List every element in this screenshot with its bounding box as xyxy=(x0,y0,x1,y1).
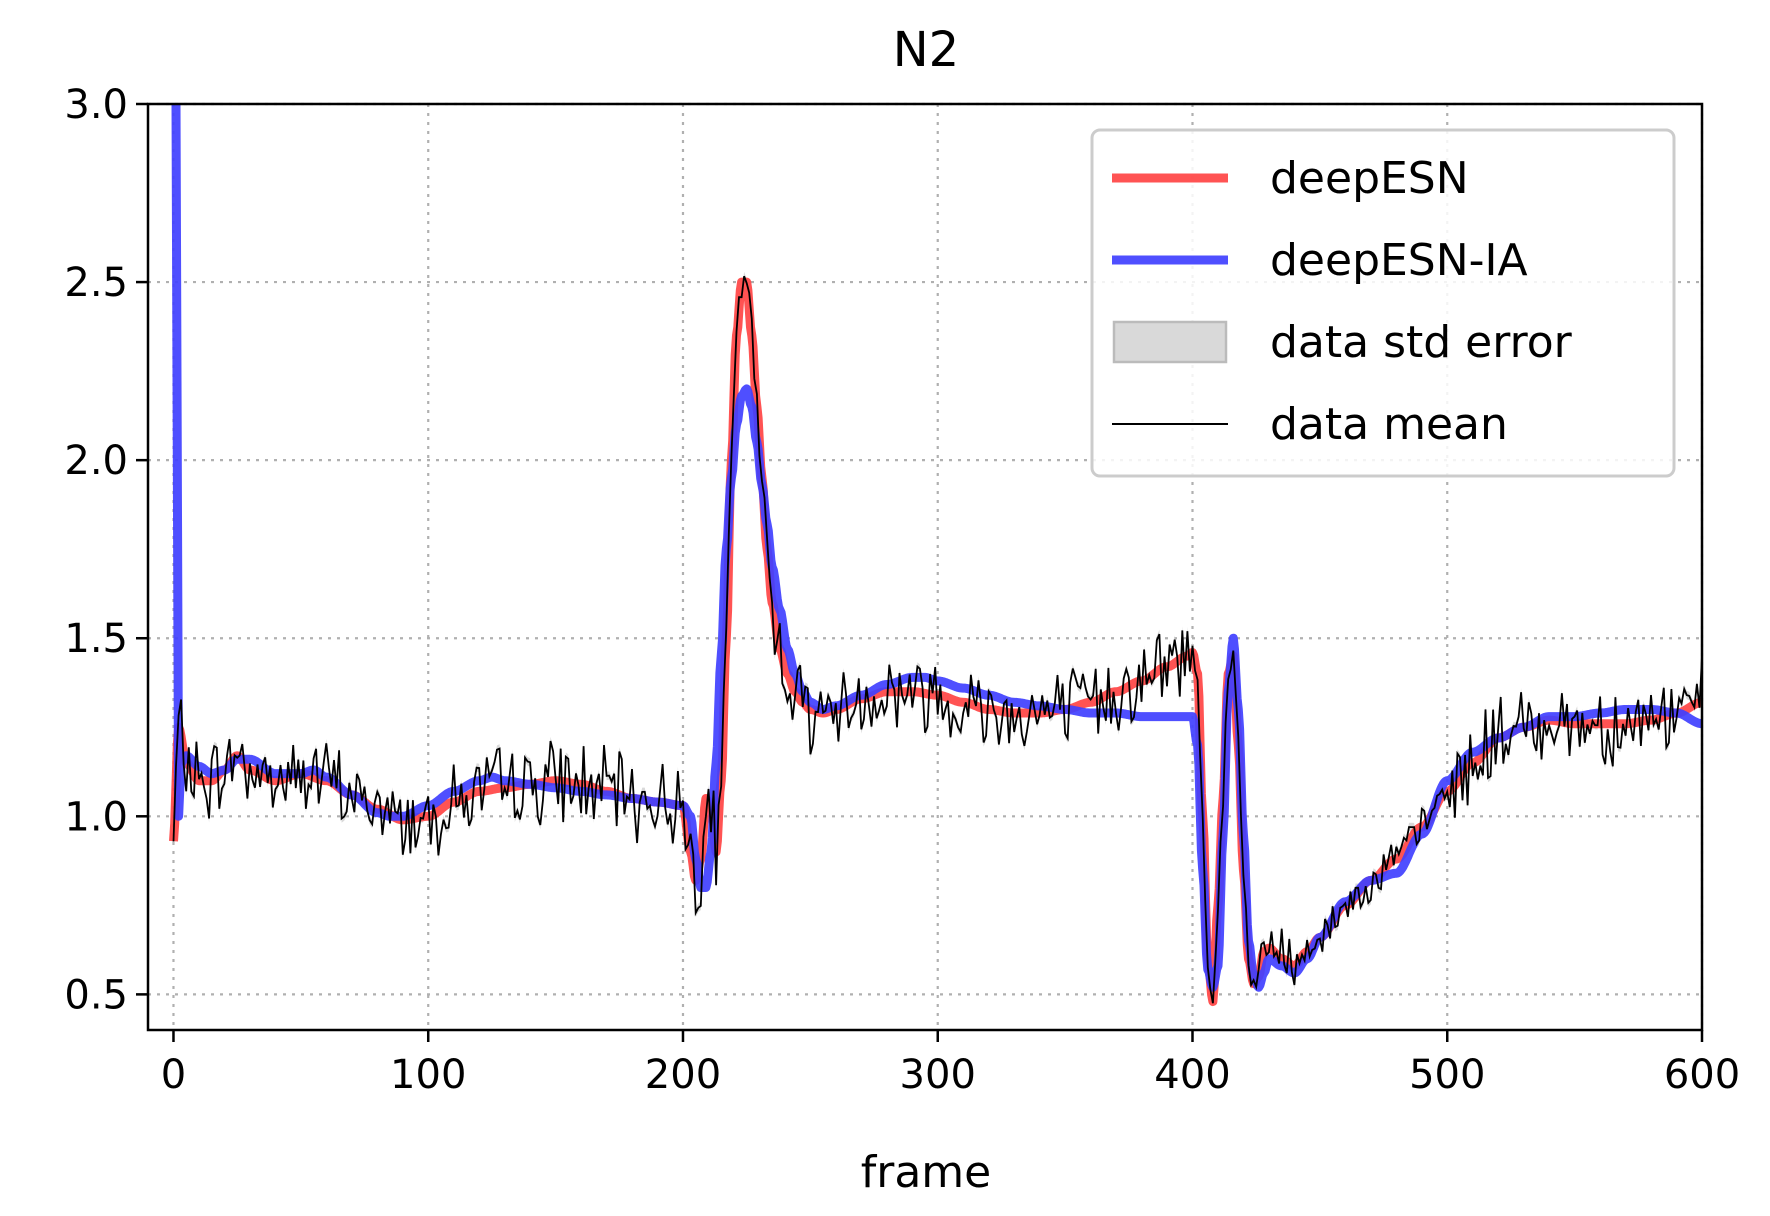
legend: deepESN deepESN-IA data std error data mean xyxy=(1090,128,1676,478)
x-axis: 0 100 200 300 400 500 600 xyxy=(161,1030,1740,1098)
legend-label-deepesn-ia: deepESN-IA xyxy=(1270,235,1528,286)
legend-label-deepesn: deepESN xyxy=(1270,153,1469,204)
x-tick-label: 600 xyxy=(1664,1052,1740,1098)
x-tick-label: 400 xyxy=(1154,1052,1230,1098)
data-mean-line xyxy=(172,275,1702,1004)
x-axis-label: frame xyxy=(861,1147,991,1198)
legend-box xyxy=(1090,128,1676,478)
plot-frame xyxy=(146,102,1704,1032)
y-tick-label: 1.0 xyxy=(64,794,128,840)
plot-area xyxy=(169,104,1702,1008)
chart-title: N2 xyxy=(893,22,959,78)
x-tick-label: 500 xyxy=(1409,1052,1485,1098)
y-tick-label: 3.0 xyxy=(64,82,128,128)
legend-label-data-std-error: data std error xyxy=(1270,317,1573,368)
x-tick-label: 100 xyxy=(390,1052,466,1098)
legend-swatch-data-std-error xyxy=(1112,320,1228,364)
y-tick-label: 0.5 xyxy=(64,972,128,1018)
x-tick-label: 0 xyxy=(161,1052,186,1098)
series-line-deepesn-ia xyxy=(171,104,1702,992)
legend-label-data-mean: data mean xyxy=(1270,399,1508,450)
y-tick-label: 2.0 xyxy=(64,438,128,484)
y-tick-label: 2.5 xyxy=(64,260,128,306)
x-tick-label: 300 xyxy=(900,1052,976,1098)
y-tick-label: 1.5 xyxy=(64,616,128,662)
x-tick-label: 200 xyxy=(645,1052,721,1098)
y-axis: 0.5 1.0 1.5 2.0 2.5 3.0 xyxy=(64,82,148,1018)
